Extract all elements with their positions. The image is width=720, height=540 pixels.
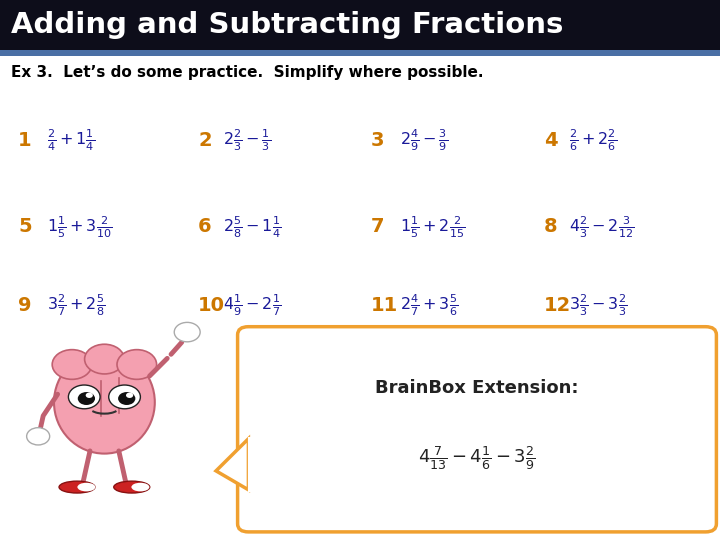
FancyBboxPatch shape xyxy=(238,327,716,532)
Circle shape xyxy=(109,385,140,409)
Polygon shape xyxy=(216,438,248,490)
Text: 5: 5 xyxy=(18,217,32,237)
Text: BrainBox Extension:: BrainBox Extension: xyxy=(375,379,579,397)
Text: 7: 7 xyxy=(371,217,384,237)
Text: $\frac{2}{6} + 2\frac{2}{6}$: $\frac{2}{6} + 2\frac{2}{6}$ xyxy=(569,127,617,153)
Text: 9: 9 xyxy=(18,295,32,315)
Ellipse shape xyxy=(85,345,124,374)
Ellipse shape xyxy=(59,481,95,493)
Text: $4\frac{1}{9} - 2\frac{1}{7}$: $4\frac{1}{9} - 2\frac{1}{7}$ xyxy=(223,292,282,318)
Text: $1\frac{1}{5} + 2\frac{2}{15}$: $1\frac{1}{5} + 2\frac{2}{15}$ xyxy=(400,214,465,240)
Text: 2: 2 xyxy=(198,131,212,150)
Text: $\frac{2}{4} + 1\frac{1}{4}$: $\frac{2}{4} + 1\frac{1}{4}$ xyxy=(47,127,95,153)
Text: $4\frac{2}{3} - 2\frac{3}{12}$: $4\frac{2}{3} - 2\frac{3}{12}$ xyxy=(569,214,634,240)
Text: 8: 8 xyxy=(544,217,557,237)
Circle shape xyxy=(27,428,50,445)
Ellipse shape xyxy=(114,481,150,493)
Circle shape xyxy=(174,322,200,342)
Circle shape xyxy=(126,393,133,398)
Text: 10: 10 xyxy=(198,295,225,315)
Text: $1\frac{1}{5} + 3\frac{2}{10}$: $1\frac{1}{5} + 3\frac{2}{10}$ xyxy=(47,214,112,240)
FancyBboxPatch shape xyxy=(0,0,720,50)
Ellipse shape xyxy=(53,350,92,379)
Ellipse shape xyxy=(78,483,95,491)
Text: $2\frac{2}{3} - \frac{1}{3}$: $2\frac{2}{3} - \frac{1}{3}$ xyxy=(223,127,271,153)
Text: 4: 4 xyxy=(544,131,557,150)
Circle shape xyxy=(86,393,93,398)
Circle shape xyxy=(118,392,135,405)
Text: 11: 11 xyxy=(371,295,398,315)
Text: 1: 1 xyxy=(18,131,32,150)
Text: 3: 3 xyxy=(371,131,384,150)
Text: 12: 12 xyxy=(544,295,571,315)
Text: 6: 6 xyxy=(198,217,212,237)
Text: $2\frac{4}{9} - \frac{3}{9}$: $2\frac{4}{9} - \frac{3}{9}$ xyxy=(400,127,448,153)
Text: $3\frac{2}{3} - 3\frac{2}{3}$: $3\frac{2}{3} - 3\frac{2}{3}$ xyxy=(569,292,627,318)
Text: $2\frac{5}{8} - 1\frac{1}{4}$: $2\frac{5}{8} - 1\frac{1}{4}$ xyxy=(223,214,282,240)
Text: $2\frac{4}{7} + 3\frac{5}{6}$: $2\frac{4}{7} + 3\frac{5}{6}$ xyxy=(400,292,458,318)
Text: $4\frac{7}{13} - 4\frac{1}{6} - 3\frac{2}{9}$: $4\frac{7}{13} - 4\frac{1}{6} - 3\frac{2… xyxy=(418,444,536,471)
Ellipse shape xyxy=(117,350,157,379)
Circle shape xyxy=(68,385,100,409)
Circle shape xyxy=(78,392,95,405)
Text: Adding and Subtracting Fractions: Adding and Subtracting Fractions xyxy=(11,11,563,39)
Ellipse shape xyxy=(54,351,155,454)
Ellipse shape xyxy=(132,483,150,491)
Text: $3\frac{2}{7} + 2\frac{5}{8}$: $3\frac{2}{7} + 2\frac{5}{8}$ xyxy=(47,292,105,318)
FancyBboxPatch shape xyxy=(0,50,720,56)
Text: Ex 3.  Let’s do some practice.  Simplify where possible.: Ex 3. Let’s do some practice. Simplify w… xyxy=(11,65,483,80)
